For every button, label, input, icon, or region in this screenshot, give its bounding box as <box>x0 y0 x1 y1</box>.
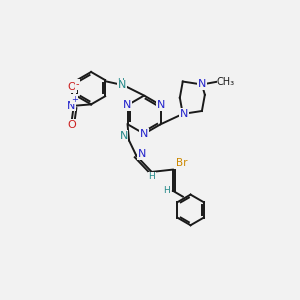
Text: N: N <box>118 80 126 90</box>
Text: N: N <box>140 129 148 139</box>
Text: N: N <box>67 101 75 111</box>
Text: -: - <box>76 79 79 89</box>
Text: H: H <box>164 186 170 195</box>
Text: N: N <box>198 80 206 89</box>
Text: O: O <box>68 120 76 130</box>
Text: H: H <box>117 78 124 87</box>
Text: N: N <box>137 149 146 159</box>
Text: N: N <box>180 109 188 119</box>
Text: Br: Br <box>176 158 188 168</box>
Text: N: N <box>157 100 165 110</box>
Text: O: O <box>68 82 76 92</box>
Text: N: N <box>123 100 132 110</box>
Text: N: N <box>119 131 128 141</box>
Text: H: H <box>148 172 155 182</box>
Text: +: + <box>71 95 78 104</box>
Text: CH₃: CH₃ <box>217 76 235 86</box>
Text: H: H <box>119 134 126 143</box>
